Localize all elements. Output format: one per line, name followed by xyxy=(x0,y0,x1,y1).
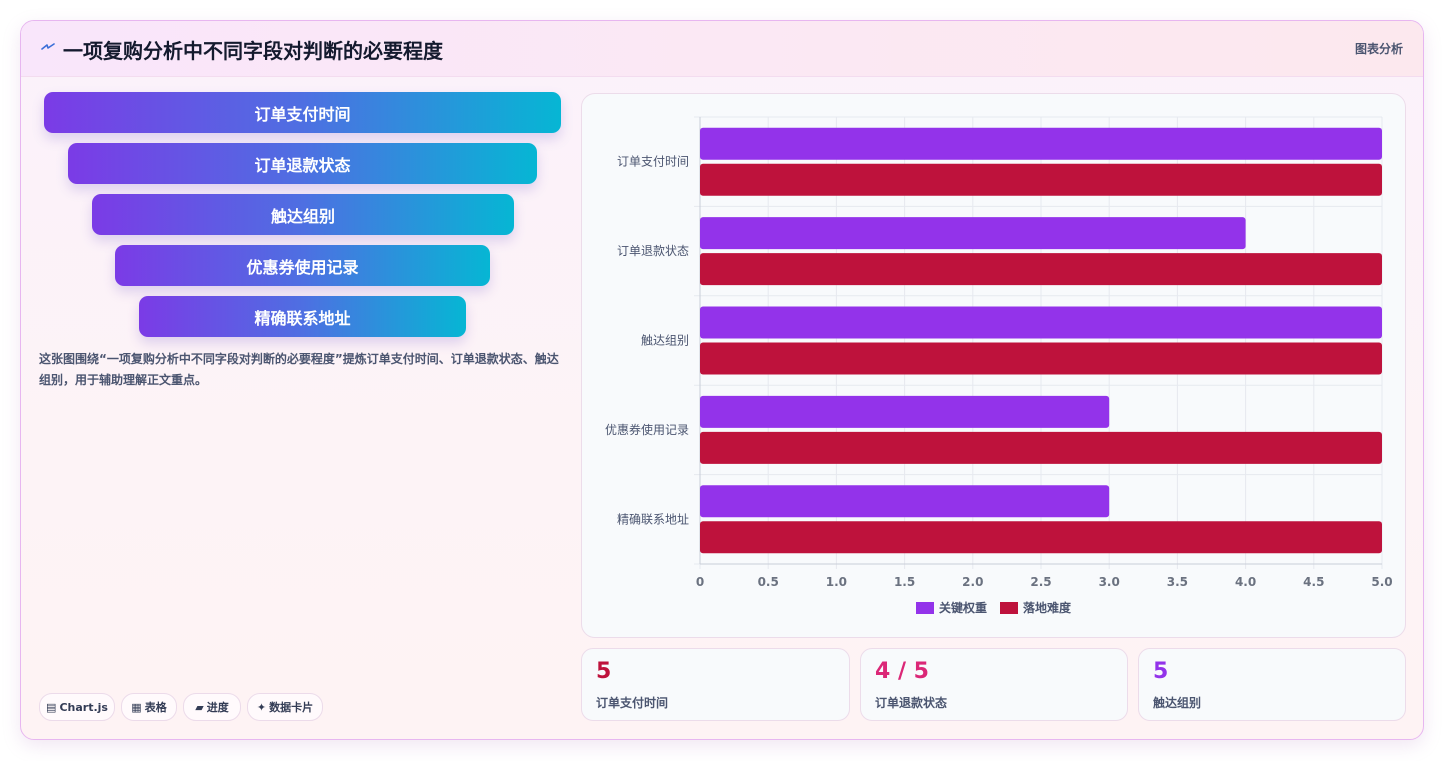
funnel-item-4: 优惠券使用记录 xyxy=(115,245,490,286)
analysis-card: 一项复购分析中不同字段对判断的必要程度 图表分析 订单支付时间 订单退款状态 触… xyxy=(20,20,1424,740)
x-tick-label: 2.5 xyxy=(1030,575,1051,589)
x-tick-label: 0.5 xyxy=(758,575,779,589)
stat-value: 5 xyxy=(1153,659,1169,684)
lightning-icon xyxy=(41,43,55,50)
y-tick-label: 优惠券使用记录 xyxy=(605,422,689,437)
bar-weight xyxy=(700,306,1382,339)
bar-difficulty xyxy=(700,253,1382,286)
progress-icon: ▰ xyxy=(195,700,204,714)
table-icon: ▦ xyxy=(131,700,142,714)
y-tick-label: 精确联系地址 xyxy=(617,512,689,526)
y-tick-label: 订单支付时间 xyxy=(617,155,689,169)
bar-difficulty xyxy=(700,163,1382,196)
chip-data-card[interactable]: ✦ 数据卡片 xyxy=(247,693,323,721)
chart-analysis-tag: 图表分析 xyxy=(1354,42,1403,56)
stat-value: 5 xyxy=(596,659,612,684)
x-tick-label: 3.0 xyxy=(1099,575,1120,589)
chip-label: 进度 xyxy=(206,701,229,714)
chip-progress[interactable]: ▰ 进度 xyxy=(183,693,241,721)
legend-label: 落地难度 xyxy=(1023,600,1072,615)
y-tick-label: 订单退款状态 xyxy=(617,244,689,258)
bar-weight xyxy=(700,127,1382,160)
legend-label: 关键权重 xyxy=(939,600,987,615)
stat-value: 4 / 5 xyxy=(875,659,929,684)
chip-label: Chart.js xyxy=(59,700,108,714)
y-tick-label: 触达组别 xyxy=(641,334,689,348)
bar-weight xyxy=(700,217,1246,250)
x-tick-label: 5.0 xyxy=(1371,575,1392,589)
funnel-item-2: 订单退款状态 xyxy=(68,143,537,184)
bar-difficulty xyxy=(700,431,1382,464)
bar-difficulty xyxy=(700,521,1382,554)
chip-table[interactable]: ▦ 表格 xyxy=(121,693,177,721)
chart-icon: ▤ xyxy=(46,700,57,714)
stat-label: 订单支付时间 xyxy=(596,696,669,710)
chart-description: 这张图围绕“一项复购分析中不同字段对判断的必要程度”提炼订单支付时间、订单退款状… xyxy=(39,352,559,387)
x-tick-label: 1.5 xyxy=(894,575,915,589)
stat-card-2: 4 / 5 订单退款状态 xyxy=(860,648,1128,721)
legend-swatch xyxy=(1000,602,1018,614)
chip-label: 表格 xyxy=(144,701,167,714)
x-tick-label: 0 xyxy=(696,575,704,589)
x-tick-label: 3.5 xyxy=(1167,575,1188,589)
card-header: 一项复购分析中不同字段对判断的必要程度 图表分析 xyxy=(21,21,1423,77)
bar-difficulty xyxy=(700,342,1382,375)
stat-card-1: 5 订单支付时间 xyxy=(581,648,850,721)
chart-panel: 0 0.5 1.0 1.5 2.0 2.5 3.0 3.5 4.0 4.5 5.0 订单支付时间 订单退… xyxy=(581,93,1406,638)
x-tick-label: 2.0 xyxy=(962,575,983,589)
chip-label: 数据卡片 xyxy=(269,701,314,714)
page-title: 一项复购分析中不同字段对判断的必要程度 xyxy=(63,39,443,63)
stat-card-3: 5 触达组别 xyxy=(1138,648,1406,721)
funnel-item-3: 触达组别 xyxy=(92,194,514,235)
x-tick-label: 1.0 xyxy=(826,575,847,589)
funnel-item-5: 精确联系地址 xyxy=(139,296,466,337)
horizontal-bar-chart: 0 0.5 1.0 1.5 2.0 2.5 3.0 3.5 4.0 4.5 5.0 订单支付时间订单退… xyxy=(605,116,1393,615)
stat-label: 订单退款状态 xyxy=(875,696,948,710)
bar-weight xyxy=(700,395,1110,428)
x-tick-label: 4.0 xyxy=(1235,575,1256,589)
funnel-item-1: 订单支付时间 xyxy=(44,92,561,133)
chip-chartjs[interactable]: ▤ Chart.js xyxy=(39,693,115,721)
legend-swatch xyxy=(916,602,934,614)
bar-weight xyxy=(700,485,1110,518)
sparkle-icon: ✦ xyxy=(256,700,267,714)
stat-label: 触达组别 xyxy=(1153,696,1202,710)
x-tick-label: 4.5 xyxy=(1303,575,1324,589)
